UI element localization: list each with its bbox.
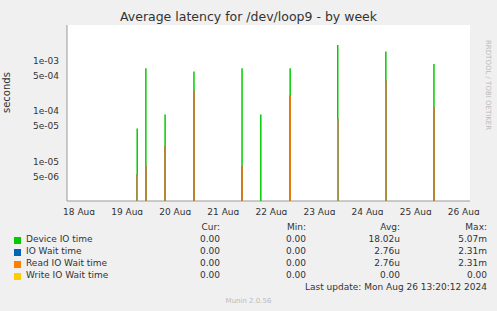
- html-text:Read IO Wait time: Read IO Wait time: [26, 258, 108, 268]
- html-text:0.00: 0.00: [200, 258, 220, 268]
- svg-text:22 Aug: 22 Aug: [255, 207, 287, 215]
- svg-text:25 Aug: 25 Aug: [400, 207, 432, 215]
- html-text:0.00: 0.00: [200, 246, 220, 256]
- html-text:2.76u: 2.76u: [374, 258, 400, 268]
- html-text:IO Wait time: IO Wait time: [26, 246, 82, 256]
- html-text:2.31m: 2.31m: [458, 258, 487, 268]
- html-text:0.00: 0.00: [286, 246, 306, 256]
- svg-text:5e-05: 5e-05: [33, 121, 59, 131]
- svg-text:1e-04: 1e-04: [33, 106, 59, 116]
- svg-text:5e-04: 5e-04: [33, 71, 59, 81]
- html-text:0.00: 0.00: [467, 270, 487, 280]
- html-text:Cur:: Cur:: [201, 222, 220, 232]
- html-text:2.31m: 2.31m: [458, 246, 487, 256]
- html-text:0.00: 0.00: [380, 270, 400, 280]
- svg-text:21 Aug: 21 Aug: [207, 207, 239, 215]
- svg-text:seconds: seconds: [8, 72, 12, 113]
- svg-text:1e-03: 1e-03: [33, 56, 59, 66]
- svg-text:19 Aug: 19 Aug: [111, 207, 143, 215]
- svg-text:20 Aug: 20 Aug: [159, 207, 191, 215]
- svg-text:23 Aug: 23 Aug: [304, 207, 336, 215]
- html-text:2.76u: 2.76u: [374, 246, 400, 256]
- svg-text:26 Aug: 26 Aug: [448, 207, 480, 215]
- html-text:0.00: 0.00: [286, 234, 306, 244]
- html-text:Min:: Min:: [287, 222, 306, 232]
- html-text:Device IO time: Device IO time: [26, 234, 93, 244]
- html-text:RRDTOOL / TOBI OETIKER: RRDTOOL / TOBI OETIKER: [484, 40, 492, 131]
- html-text:0.00: 0.00: [286, 258, 306, 268]
- html-text:0.00: 0.00: [200, 234, 220, 244]
- html-text:Write IO Wait time: Write IO Wait time: [26, 270, 109, 280]
- html-text:Avg:: Avg:: [380, 222, 400, 232]
- svg-text:18 Aug: 18 Aug: [63, 207, 95, 215]
- html-text:0.00: 0.00: [286, 270, 306, 280]
- html-text:Average latency for /dev/loop9: Average latency for /dev/loop9 - by week: [120, 9, 377, 24]
- svg-text:1e-05: 1e-05: [33, 157, 59, 167]
- html-text:5.07m: 5.07m: [458, 234, 487, 244]
- html-text:18.02u: 18.02u: [368, 234, 400, 244]
- svg-text:24 Aug: 24 Aug: [352, 207, 384, 215]
- html-text:Munin 2.0.56: Munin 2.0.56: [225, 297, 272, 305]
- svg-text:5e-06: 5e-06: [33, 172, 59, 182]
- html-text:0.00: 0.00: [200, 270, 220, 280]
- html-text:Last update: Mon Aug 26 13:20:: Last update: Mon Aug 26 13:20:12 2024: [305, 282, 487, 292]
- html-text:Max:: Max:: [465, 222, 487, 232]
